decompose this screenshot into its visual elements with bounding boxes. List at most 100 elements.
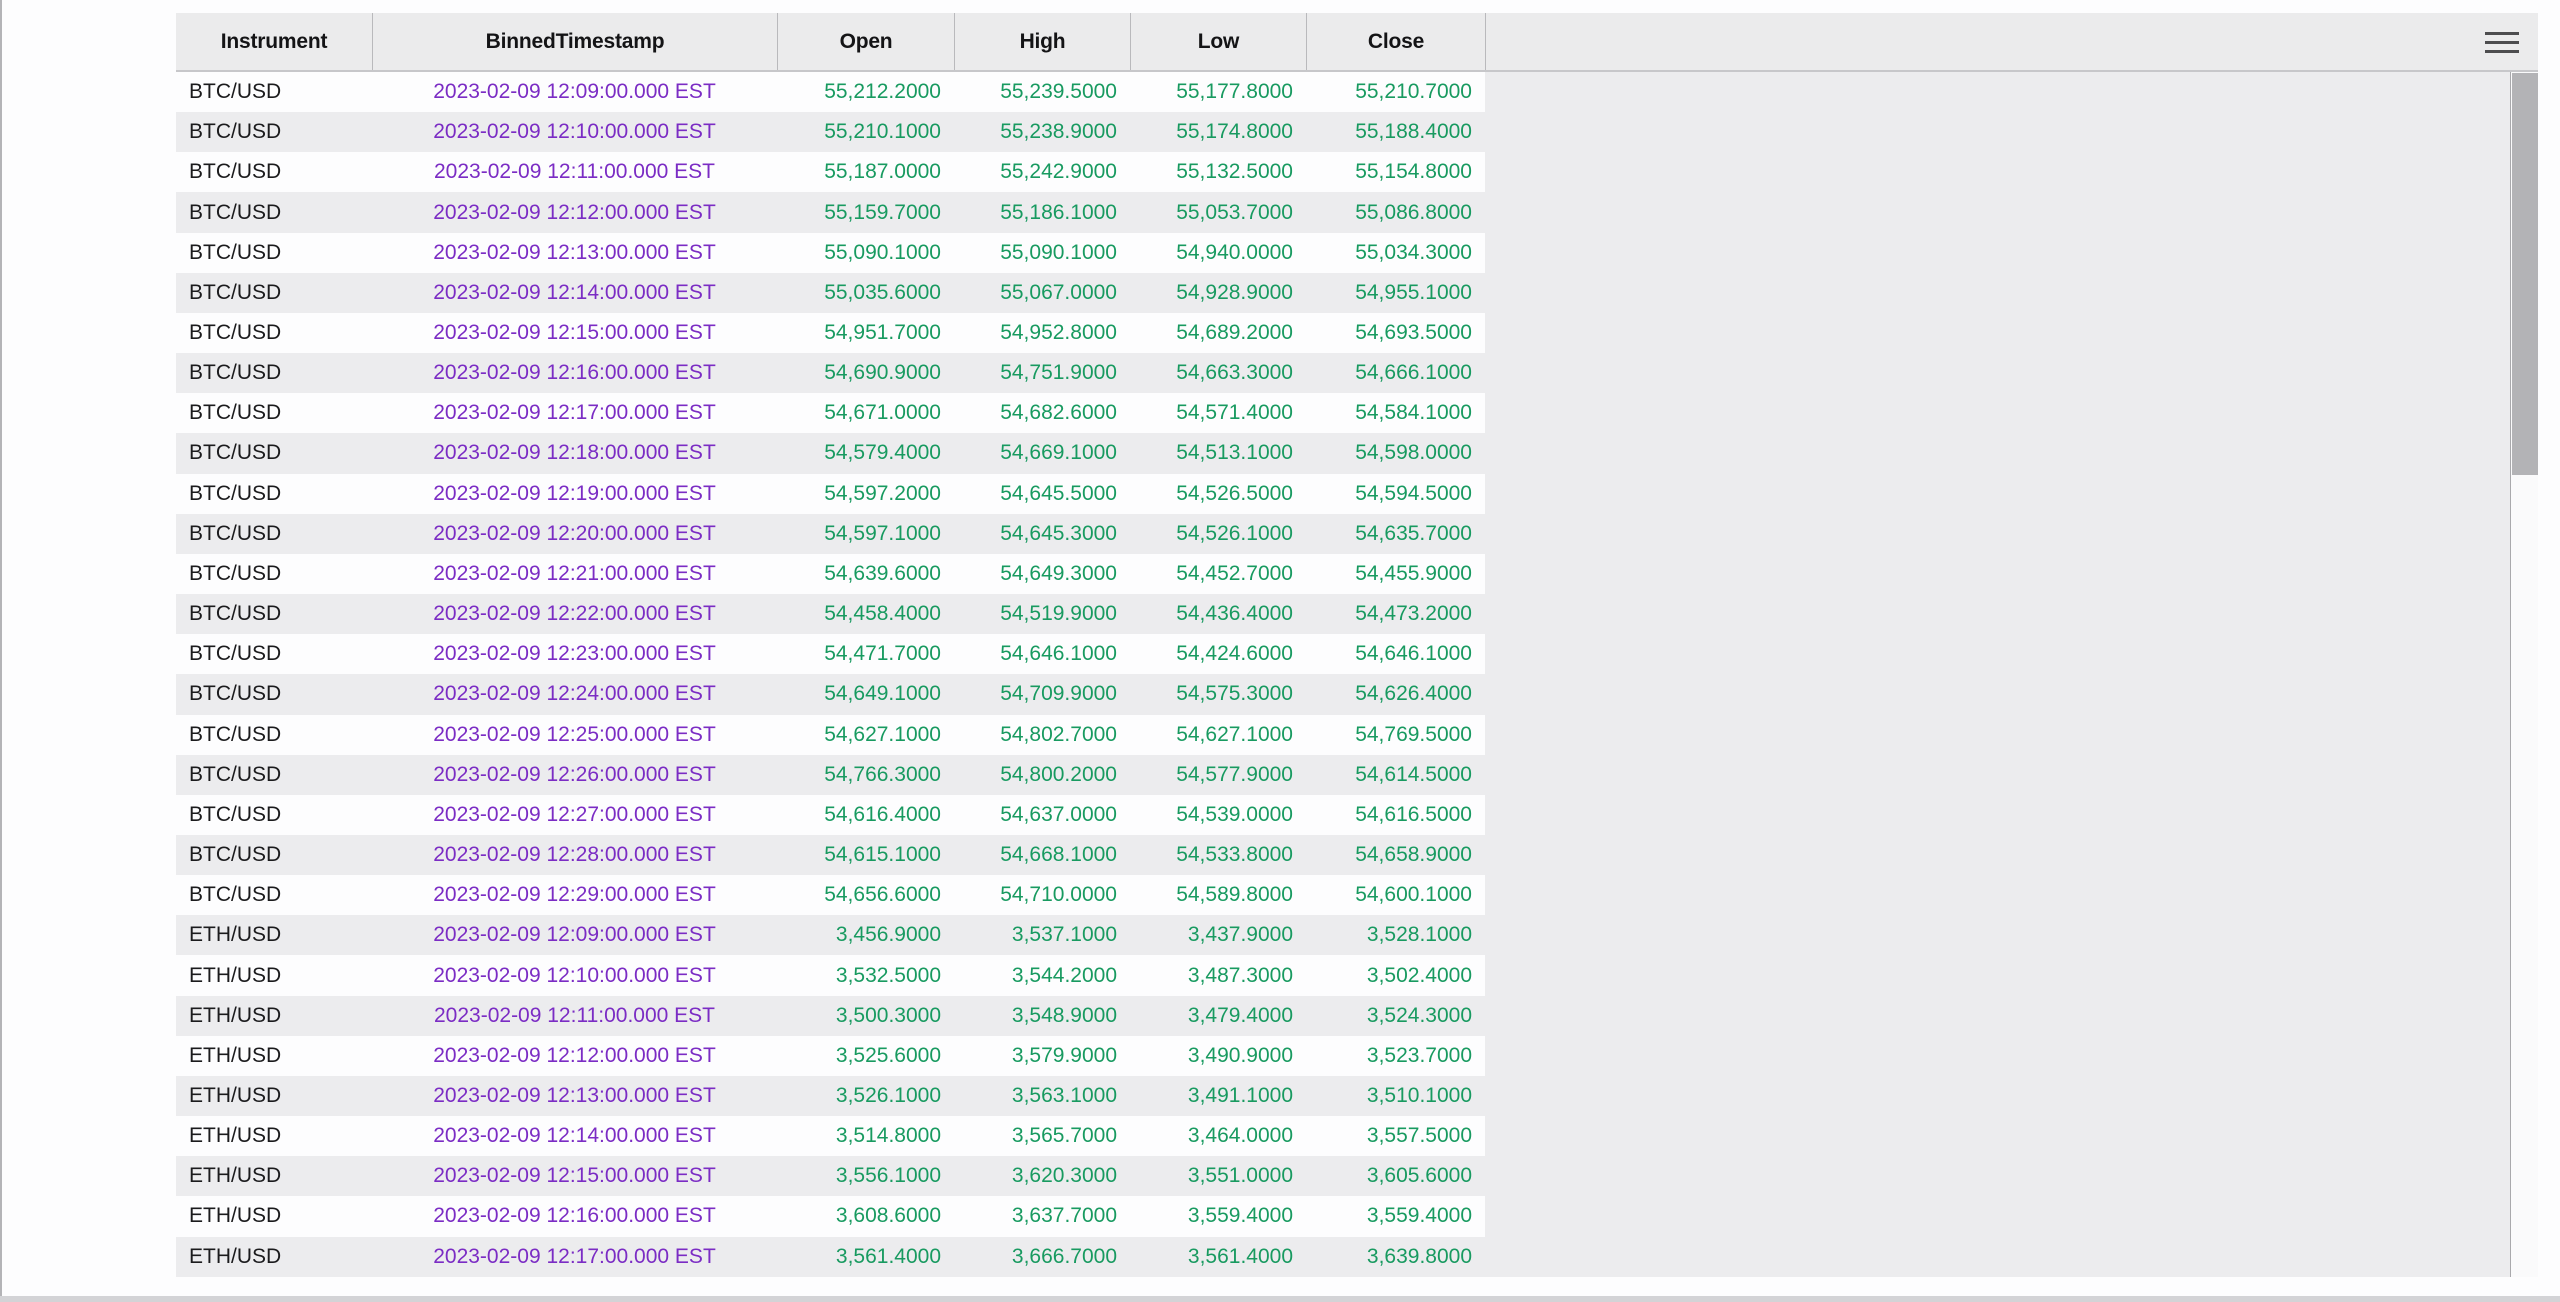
- cell-low: 54,940.0000: [1176, 240, 1293, 264]
- table-row[interactable]: BTC/USD 2023-02-09 12:13:00.000 EST 55,090…: [176, 232, 1485, 273]
- column-header-binnedtimestamp[interactable]: BinnedTimestamp: [372, 13, 777, 70]
- column-header-close[interactable]: Close: [1306, 13, 1485, 70]
- table-menu-button[interactable]: [2482, 25, 2522, 59]
- cell-close: 55,034.3000: [1355, 240, 1472, 264]
- cell-open: 3,514.8000: [835, 1124, 941, 1148]
- cell-timestamp: 2023-02-09 12:25:00.000 EST: [433, 722, 716, 746]
- cell-high: 55,090.1000: [1000, 240, 1117, 264]
- table-row[interactable]: ETH/USD 2023-02-09 12:10:00.000 EST 3,532.…: [176, 955, 1485, 996]
- cell-low: 55,177.8000: [1176, 80, 1293, 104]
- cell-high: 55,239.5000: [1000, 80, 1117, 104]
- cell-instrument: BTC/USD: [189, 280, 282, 304]
- cell-timestamp: 2023-02-09 12:18:00.000 EST: [433, 441, 716, 465]
- table-row[interactable]: BTC/USD 2023-02-09 12:16:00.000 EST 54,690…: [176, 353, 1485, 393]
- column-header-low[interactable]: Low: [1130, 13, 1306, 70]
- vertical-scrollbar[interactable]: [2510, 72, 2538, 1277]
- cell-low: 54,577.9000: [1176, 762, 1293, 786]
- cell-instrument: BTC/USD: [189, 642, 282, 666]
- cell-timestamp: 2023-02-09 12:15:00.000 EST: [433, 1164, 716, 1188]
- cell-timestamp: 2023-02-09 12:28:00.000 EST: [433, 843, 716, 867]
- cell-low: 3,437.9000: [1187, 923, 1293, 947]
- cell-timestamp: 2023-02-09 12:24:00.000 EST: [433, 682, 716, 706]
- cell-instrument: ETH/USD: [189, 923, 282, 947]
- cell-timestamp: 2023-02-09 12:14:00.000 EST: [433, 280, 716, 304]
- hamburger-menu-icon: [2485, 49, 2519, 53]
- table-row[interactable]: ETH/USD 2023-02-09 12:16:00.000 EST 3,608.…: [176, 1196, 1485, 1237]
- cell-instrument: ETH/USD: [189, 963, 282, 987]
- cell-close: 55,154.8000: [1355, 160, 1472, 184]
- table-row[interactable]: BTC/USD 2023-02-09 12:09:00.000 EST 55,212…: [176, 72, 1485, 113]
- table-row[interactable]: BTC/USD 2023-02-09 12:20:00.000 EST 54,597…: [176, 514, 1485, 554]
- cell-instrument: BTC/USD: [189, 401, 282, 425]
- table-row[interactable]: BTC/USD 2023-02-09 12:11:00.000 EST 55,187…: [176, 152, 1485, 193]
- cell-close: 54,594.5000: [1355, 481, 1472, 505]
- window-bottom-edge: [0, 1296, 2560, 1302]
- table-row[interactable]: BTC/USD 2023-02-09 12:19:00.000 EST 54,597…: [176, 473, 1485, 514]
- table-row[interactable]: BTC/USD 2023-02-09 12:29:00.000 EST 54,656…: [176, 875, 1485, 916]
- cell-low: 54,589.8000: [1176, 883, 1293, 907]
- table-row[interactable]: BTC/USD 2023-02-09 12:23:00.000 EST 54,471…: [176, 634, 1485, 675]
- cell-close: 54,955.1000: [1355, 280, 1472, 304]
- table-row[interactable]: BTC/USD 2023-02-09 12:26:00.000 EST 54,766…: [176, 755, 1485, 795]
- table-row[interactable]: BTC/USD 2023-02-09 12:12:00.000 EST 55,159…: [176, 192, 1485, 232]
- table-row[interactable]: BTC/USD 2023-02-09 12:14:00.000 EST 55,035…: [176, 273, 1485, 313]
- column-header-filler: [1485, 13, 2538, 70]
- table-row[interactable]: BTC/USD 2023-02-09 12:22:00.000 EST 54,458…: [176, 594, 1485, 634]
- cell-close: 54,455.9000: [1355, 561, 1472, 585]
- cell-timestamp: 2023-02-09 12:19:00.000 EST: [433, 481, 716, 505]
- table-row[interactable]: BTC/USD 2023-02-09 12:27:00.000 EST 54,616…: [176, 794, 1485, 835]
- table-row[interactable]: ETH/USD 2023-02-09 12:15:00.000 EST 3,556.…: [176, 1156, 1485, 1196]
- table-row[interactable]: ETH/USD 2023-02-09 12:11:00.000 EST 3,500.…: [176, 996, 1485, 1036]
- hamburger-menu-icon: [2485, 40, 2519, 44]
- table-row[interactable]: BTC/USD 2023-02-09 12:24:00.000 EST 54,649…: [176, 674, 1485, 714]
- cell-open: 3,556.1000: [835, 1164, 941, 1188]
- cell-timestamp: 2023-02-09 12:13:00.000 EST: [433, 240, 716, 264]
- cell-open: 3,608.6000: [835, 1204, 941, 1228]
- table-viewport: BTC/USD 2023-02-09 12:09:00.000 EST 55,212…: [176, 72, 2510, 1277]
- table-row[interactable]: BTC/USD 2023-02-09 12:10:00.000 EST 55,210…: [176, 112, 1485, 152]
- table-row[interactable]: ETH/USD 2023-02-09 12:09:00.000 EST 3,456.…: [176, 915, 1485, 955]
- cell-high: 54,682.6000: [1000, 401, 1117, 425]
- table-row[interactable]: BTC/USD 2023-02-09 12:21:00.000 EST 54,639…: [176, 553, 1485, 595]
- cell-low: 54,539.0000: [1176, 802, 1293, 826]
- cell-low: 54,533.8000: [1176, 843, 1293, 867]
- cell-high: 54,802.7000: [1000, 722, 1117, 746]
- column-header-instrument[interactable]: Instrument: [220, 29, 328, 53]
- cell-instrument: BTC/USD: [189, 321, 282, 345]
- table-row[interactable]: ETH/USD 2023-02-09 12:14:00.000 EST 3,514.…: [176, 1116, 1485, 1157]
- column-header-high[interactable]: High: [954, 13, 1130, 70]
- cell-timestamp: 2023-02-09 12:12:00.000 EST: [433, 1043, 716, 1067]
- cell-high: 55,238.9000: [1000, 120, 1117, 144]
- cell-close: 54,693.5000: [1355, 321, 1472, 345]
- cell-low: 54,526.5000: [1176, 481, 1293, 505]
- scrollbar-thumb[interactable]: [2512, 73, 2538, 475]
- cell-low: 54,663.3000: [1176, 361, 1293, 385]
- cell-open: 54,656.6000: [824, 883, 941, 907]
- cell-instrument: ETH/USD: [189, 1043, 282, 1067]
- table-row[interactable]: ETH/USD 2023-02-09 12:12:00.000 EST 3,525.…: [176, 1035, 1485, 1076]
- table-row[interactable]: BTC/USD 2023-02-09 12:15:00.000 EST 54,951…: [176, 312, 1485, 354]
- cell-instrument: BTC/USD: [189, 843, 282, 867]
- table-row[interactable]: BTC/USD 2023-02-09 12:17:00.000 EST 54,671…: [176, 393, 1485, 434]
- cell-open: 55,035.6000: [824, 280, 941, 304]
- table-row[interactable]: BTC/USD 2023-02-09 12:28:00.000 EST 54,615…: [176, 835, 1485, 875]
- cell-timestamp: 2023-02-09 12:29:00.000 EST: [433, 883, 716, 907]
- cell-open: 3,456.9000: [835, 923, 941, 947]
- table-row[interactable]: BTC/USD 2023-02-09 12:25:00.000 EST 54,627…: [176, 714, 1485, 755]
- cell-open: 3,500.3000: [835, 1003, 941, 1027]
- table-row[interactable]: ETH/USD 2023-02-09 12:13:00.000 EST 3,526.…: [176, 1076, 1485, 1116]
- cell-high: 54,519.9000: [1000, 602, 1117, 626]
- cell-instrument: BTC/USD: [189, 361, 282, 385]
- cell-instrument: ETH/USD: [189, 1003, 282, 1027]
- cell-open: 54,616.4000: [824, 802, 941, 826]
- column-header-open[interactable]: Open: [777, 13, 954, 70]
- cell-instrument: BTC/USD: [189, 802, 282, 826]
- cell-close: 54,614.5000: [1355, 762, 1472, 786]
- cell-close: 3,559.4000: [1366, 1204, 1472, 1228]
- cell-timestamp: 2023-02-09 12:16:00.000 EST: [433, 361, 716, 385]
- table-row[interactable]: BTC/USD 2023-02-09 12:18:00.000 EST 54,579…: [176, 433, 1485, 473]
- cell-close: 55,210.7000: [1355, 80, 1472, 104]
- table-row[interactable]: ETH/USD 2023-02-09 12:17:00.000 EST 3,561.…: [176, 1237, 1485, 1277]
- cell-instrument: ETH/USD: [189, 1164, 282, 1188]
- cell-open: 54,579.4000: [824, 441, 941, 465]
